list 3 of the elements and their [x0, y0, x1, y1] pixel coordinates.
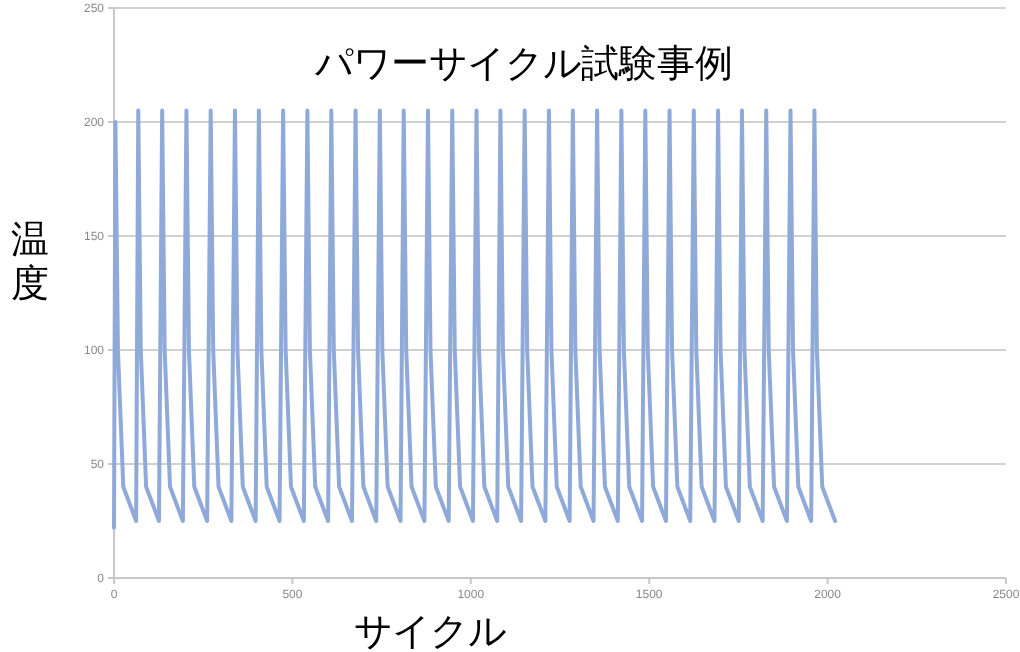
title: パワーサイクル試験事例 — [315, 42, 733, 86]
xlabel: サイクル — [354, 610, 506, 652]
ylabel: 温度 — [11, 218, 49, 306]
